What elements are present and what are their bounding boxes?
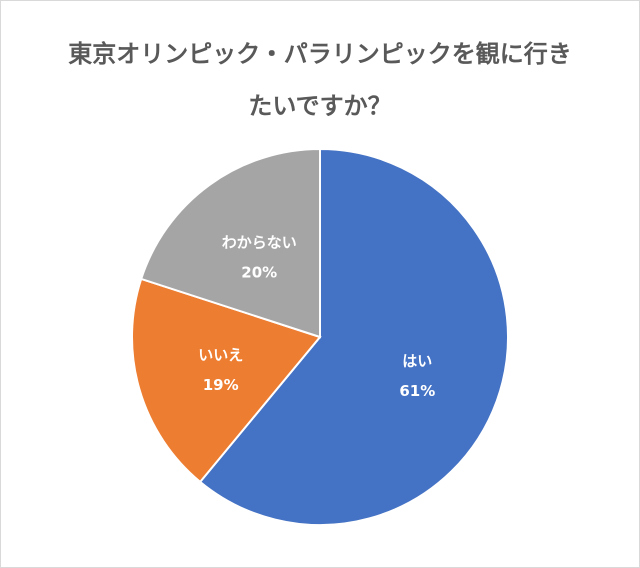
slice-wakaranai-value-label: 20%: [241, 263, 277, 281]
chart-title: 東京オリンピック・パラリンピックを観に行き たいですか？: [0, 28, 640, 132]
slice-wakaranai: [139, 147, 321, 339]
slice-wakaranai-label: わからない: [222, 233, 297, 251]
slice-iie: [131, 277, 322, 484]
slice-hai: [198, 147, 509, 526]
slice-hai-value-label: 61%: [399, 382, 435, 400]
pie-slices: [131, 147, 509, 526]
chart-title-line-1: 東京オリンピック・パラリンピックを観に行き: [68, 40, 572, 68]
pie-labels: はい 61% いいえ 19% わからない 20%: [198, 233, 435, 400]
chart-title-line-2: たいですか？: [248, 92, 392, 120]
slice-hai-label: はい: [402, 352, 432, 370]
slice-iie-label: いいえ: [198, 346, 243, 364]
slice-iie-value-label: 19%: [203, 376, 239, 394]
